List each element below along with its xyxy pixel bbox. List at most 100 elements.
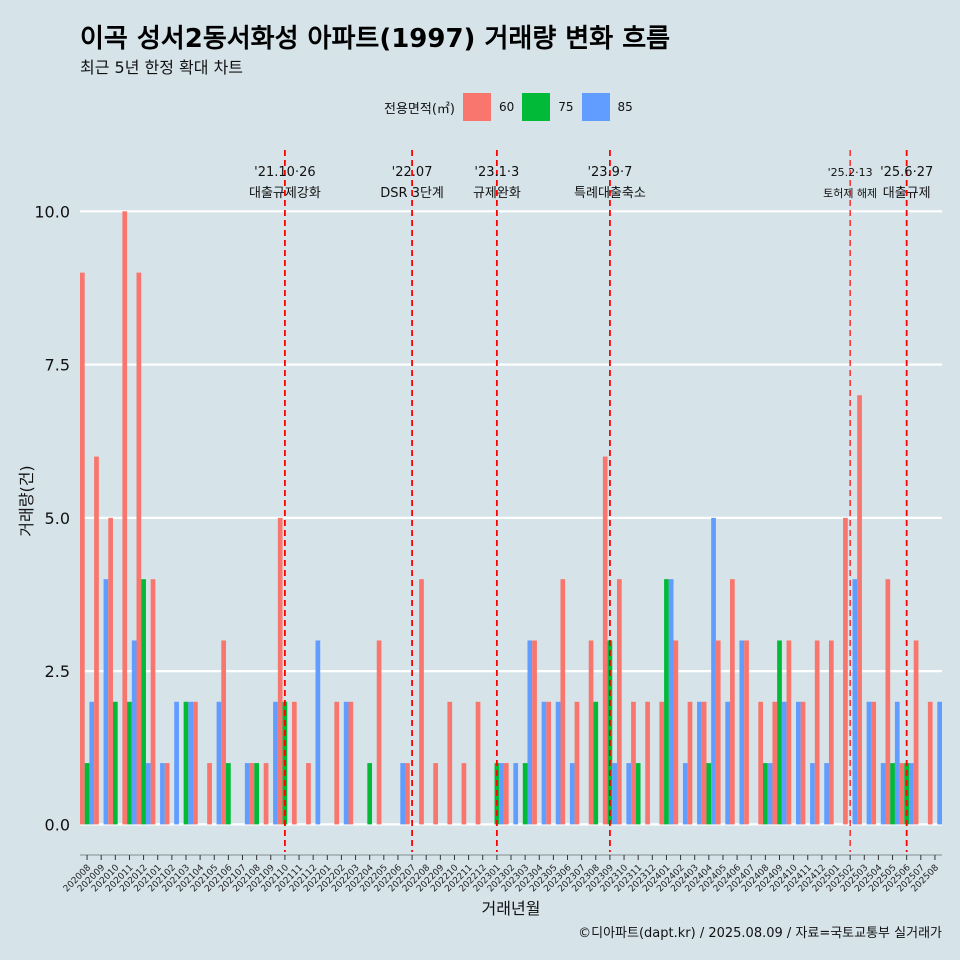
bar-85-202012 [145,763,151,825]
bar-60-202111 [291,701,297,825]
bar-60-202011 [122,211,128,825]
bar-60-202008 [80,272,85,825]
bar-60-202202 [334,701,340,825]
bar-60-202203 [348,701,354,825]
bar-85-202408 [767,763,773,825]
bar-60-202108 [249,763,255,825]
legend-swatch-85 [581,93,610,121]
bar-85-202504 [880,763,886,825]
bar-75-202204 [367,763,373,825]
chart-title: 이곡 성서2동서화성 아파트(1997) 거래량 변화 흐름 [80,24,671,54]
bar-75-202505 [890,763,895,825]
bar-60-202503 [857,395,862,825]
bar-85-202405 [725,701,731,825]
legend-key-85: 85 [581,93,633,121]
bar-60-202010 [108,517,113,825]
bar-60-202410 [786,640,792,825]
bar-85-202506 [909,763,914,825]
legend-swatch-75 [522,93,551,121]
bar-60-202408 [758,701,764,825]
bar-60-202502 [843,517,848,825]
y-tick-label-4: 10.0 [34,202,70,221]
bar-75-202012 [141,579,146,825]
bar-85-202206 [400,763,406,825]
bar-60-202505 [885,579,891,825]
bar-60-202205 [376,640,382,825]
event-date-0: '21.10·26 [254,165,315,180]
bar-60-202102 [164,763,170,825]
event-label-4: 토허제 해제 [823,186,877,200]
bar-85-202202 [343,701,349,825]
event-date-1: '22.07 [392,165,433,180]
bar-85-202008 [89,701,95,825]
legend-label-75: 75 [558,100,574,114]
y-tick-label-3: 7.5 [45,356,70,375]
bar-85-202508 [937,701,942,825]
legend-title: 전용면적(㎡) [384,101,455,117]
event-label-1: DSR 3단계 [380,186,444,201]
bar-85-202107 [244,763,250,825]
bar-60-202302 [503,763,509,825]
bar-85-202306 [569,763,575,825]
bar-60-202501 [828,640,834,825]
bar-60-202310 [616,579,622,825]
bar-85-202305 [555,701,561,825]
bar-60-202101 [150,579,156,825]
event-label-2: 규제완화 [473,186,521,201]
bar-75-202401 [664,579,669,825]
bar-60-202507 [913,640,919,825]
event-date-5: '25.6·27 [880,165,933,180]
bar-60-202406 [730,579,735,825]
bar-85-202505 [894,701,900,825]
bar-85-202101 [160,763,165,825]
bar-60-202012 [136,272,142,825]
legend-label-60: 60 [498,100,515,114]
bar-85-202009 [103,579,109,825]
bar-85-202404 [711,517,716,825]
bar-60-202508 [927,701,933,825]
legend-label-85: 85 [617,100,633,114]
bar-85-202112 [315,640,321,825]
bar-85-202403 [697,701,702,825]
bar-60-202105 [207,763,212,825]
bar-60-202009 [94,456,99,825]
event-date-2: '23.1·3 [474,165,519,180]
bar-60-202506 [899,763,905,825]
bar-85-202411 [810,763,815,825]
bar-85-202412 [824,763,829,825]
bar-85-202503 [866,701,872,825]
bar-60-202104 [193,701,198,825]
bar-60-202402 [673,640,679,825]
bar-60-202307 [574,701,580,825]
bar-60-202409 [772,701,778,825]
legend-key-60: 60 [462,93,515,121]
bar-85-202309 [612,763,617,825]
bar-60-202404 [701,701,707,825]
y-tick-label-0: 0.0 [45,815,70,834]
event-label-5: 대출규제 [883,186,931,201]
bar-75-202010 [112,701,118,825]
bar-75-202103 [183,701,189,825]
x-axis-title: 거래년월 [482,899,541,918]
bar-75-202308 [593,701,599,825]
bar-60-202109 [263,763,269,825]
bar-85-202302 [513,763,519,825]
bar-60-202308 [588,640,594,825]
bar-85-202105 [216,701,222,825]
chart-subtitle: 최근 5년 한정 확대 차트 [80,58,244,77]
bar-60-202304 [532,640,537,825]
bar-60-202208 [419,579,424,825]
bar-60-202309 [602,456,608,825]
event-date-3: '23.9·7 [587,165,632,180]
bar-85-202303 [527,640,533,825]
bar-60-202110 [277,517,283,825]
bar-75-202106 [226,763,231,825]
legend: 전용면적(㎡) 60 75 85 [384,92,641,122]
y-tick-label-1: 2.5 [45,662,70,681]
bar-60-202211 [461,763,467,825]
legend-swatch-60 [462,93,491,121]
bar-85-202103 [188,701,194,825]
bar-60-202412 [814,640,820,825]
bar-60-202312 [645,701,650,825]
